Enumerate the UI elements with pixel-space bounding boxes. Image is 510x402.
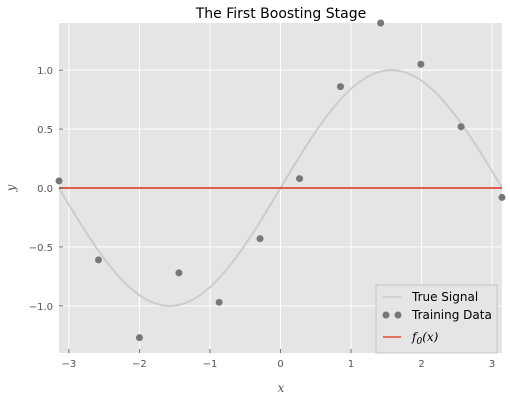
x-tick-label: −3: [62, 359, 77, 370]
training-data-point: [296, 175, 304, 183]
series-layer: [55, 19, 506, 342]
x-tick-label: 2: [418, 359, 424, 370]
training-data-point: [175, 269, 183, 277]
training-data-point: [498, 193, 506, 201]
training-data-point: [457, 123, 465, 131]
x-axis-label: x: [278, 381, 285, 395]
legend-f0-label: f0(x): [411, 330, 439, 347]
x-axis-ticks: −3 −2 −1 0 1 2 3: [62, 349, 495, 370]
training-data-point: [417, 60, 425, 68]
legend-training-data-label: Training Data: [411, 308, 492, 322]
x-tick-label: −1: [203, 359, 218, 370]
training-data-point: [377, 19, 385, 27]
y-tick-label: 1.0: [37, 66, 53, 77]
legend-training-marker-2: [394, 311, 402, 319]
legend-training-marker-1: [382, 311, 390, 319]
y-axis-ticks: 1.0 0.5 0.0 −0.5 −1.0: [29, 66, 63, 313]
legend-true-signal-label: True Signal: [411, 290, 478, 304]
legend-f0-name: f: [411, 330, 419, 344]
chart-title: The First Boosting Stage: [195, 6, 366, 22]
x-tick-label: −2: [132, 359, 147, 370]
x-tick-label: 1: [348, 359, 354, 370]
legend-f0-subscript: 0: [416, 337, 422, 347]
x-tick-label: 0: [277, 359, 283, 370]
y-tick-label: 0.0: [37, 184, 53, 195]
training-data-point: [336, 83, 344, 91]
y-tick-label: −0.5: [29, 243, 53, 254]
y-axis-label: y: [4, 184, 18, 192]
training-data-point: [95, 256, 103, 264]
training-data-point: [135, 334, 143, 342]
y-tick-label: 0.5: [37, 125, 53, 136]
legend-f0-args: (x): [422, 330, 438, 344]
training-data-point: [215, 298, 223, 306]
y-tick-label: −1.0: [29, 302, 53, 313]
training-data-point: [55, 177, 63, 185]
x-tick-label: 3: [489, 359, 495, 370]
legend: True Signal Training Data f0(x): [375, 284, 498, 354]
training-data-point: [256, 235, 264, 243]
